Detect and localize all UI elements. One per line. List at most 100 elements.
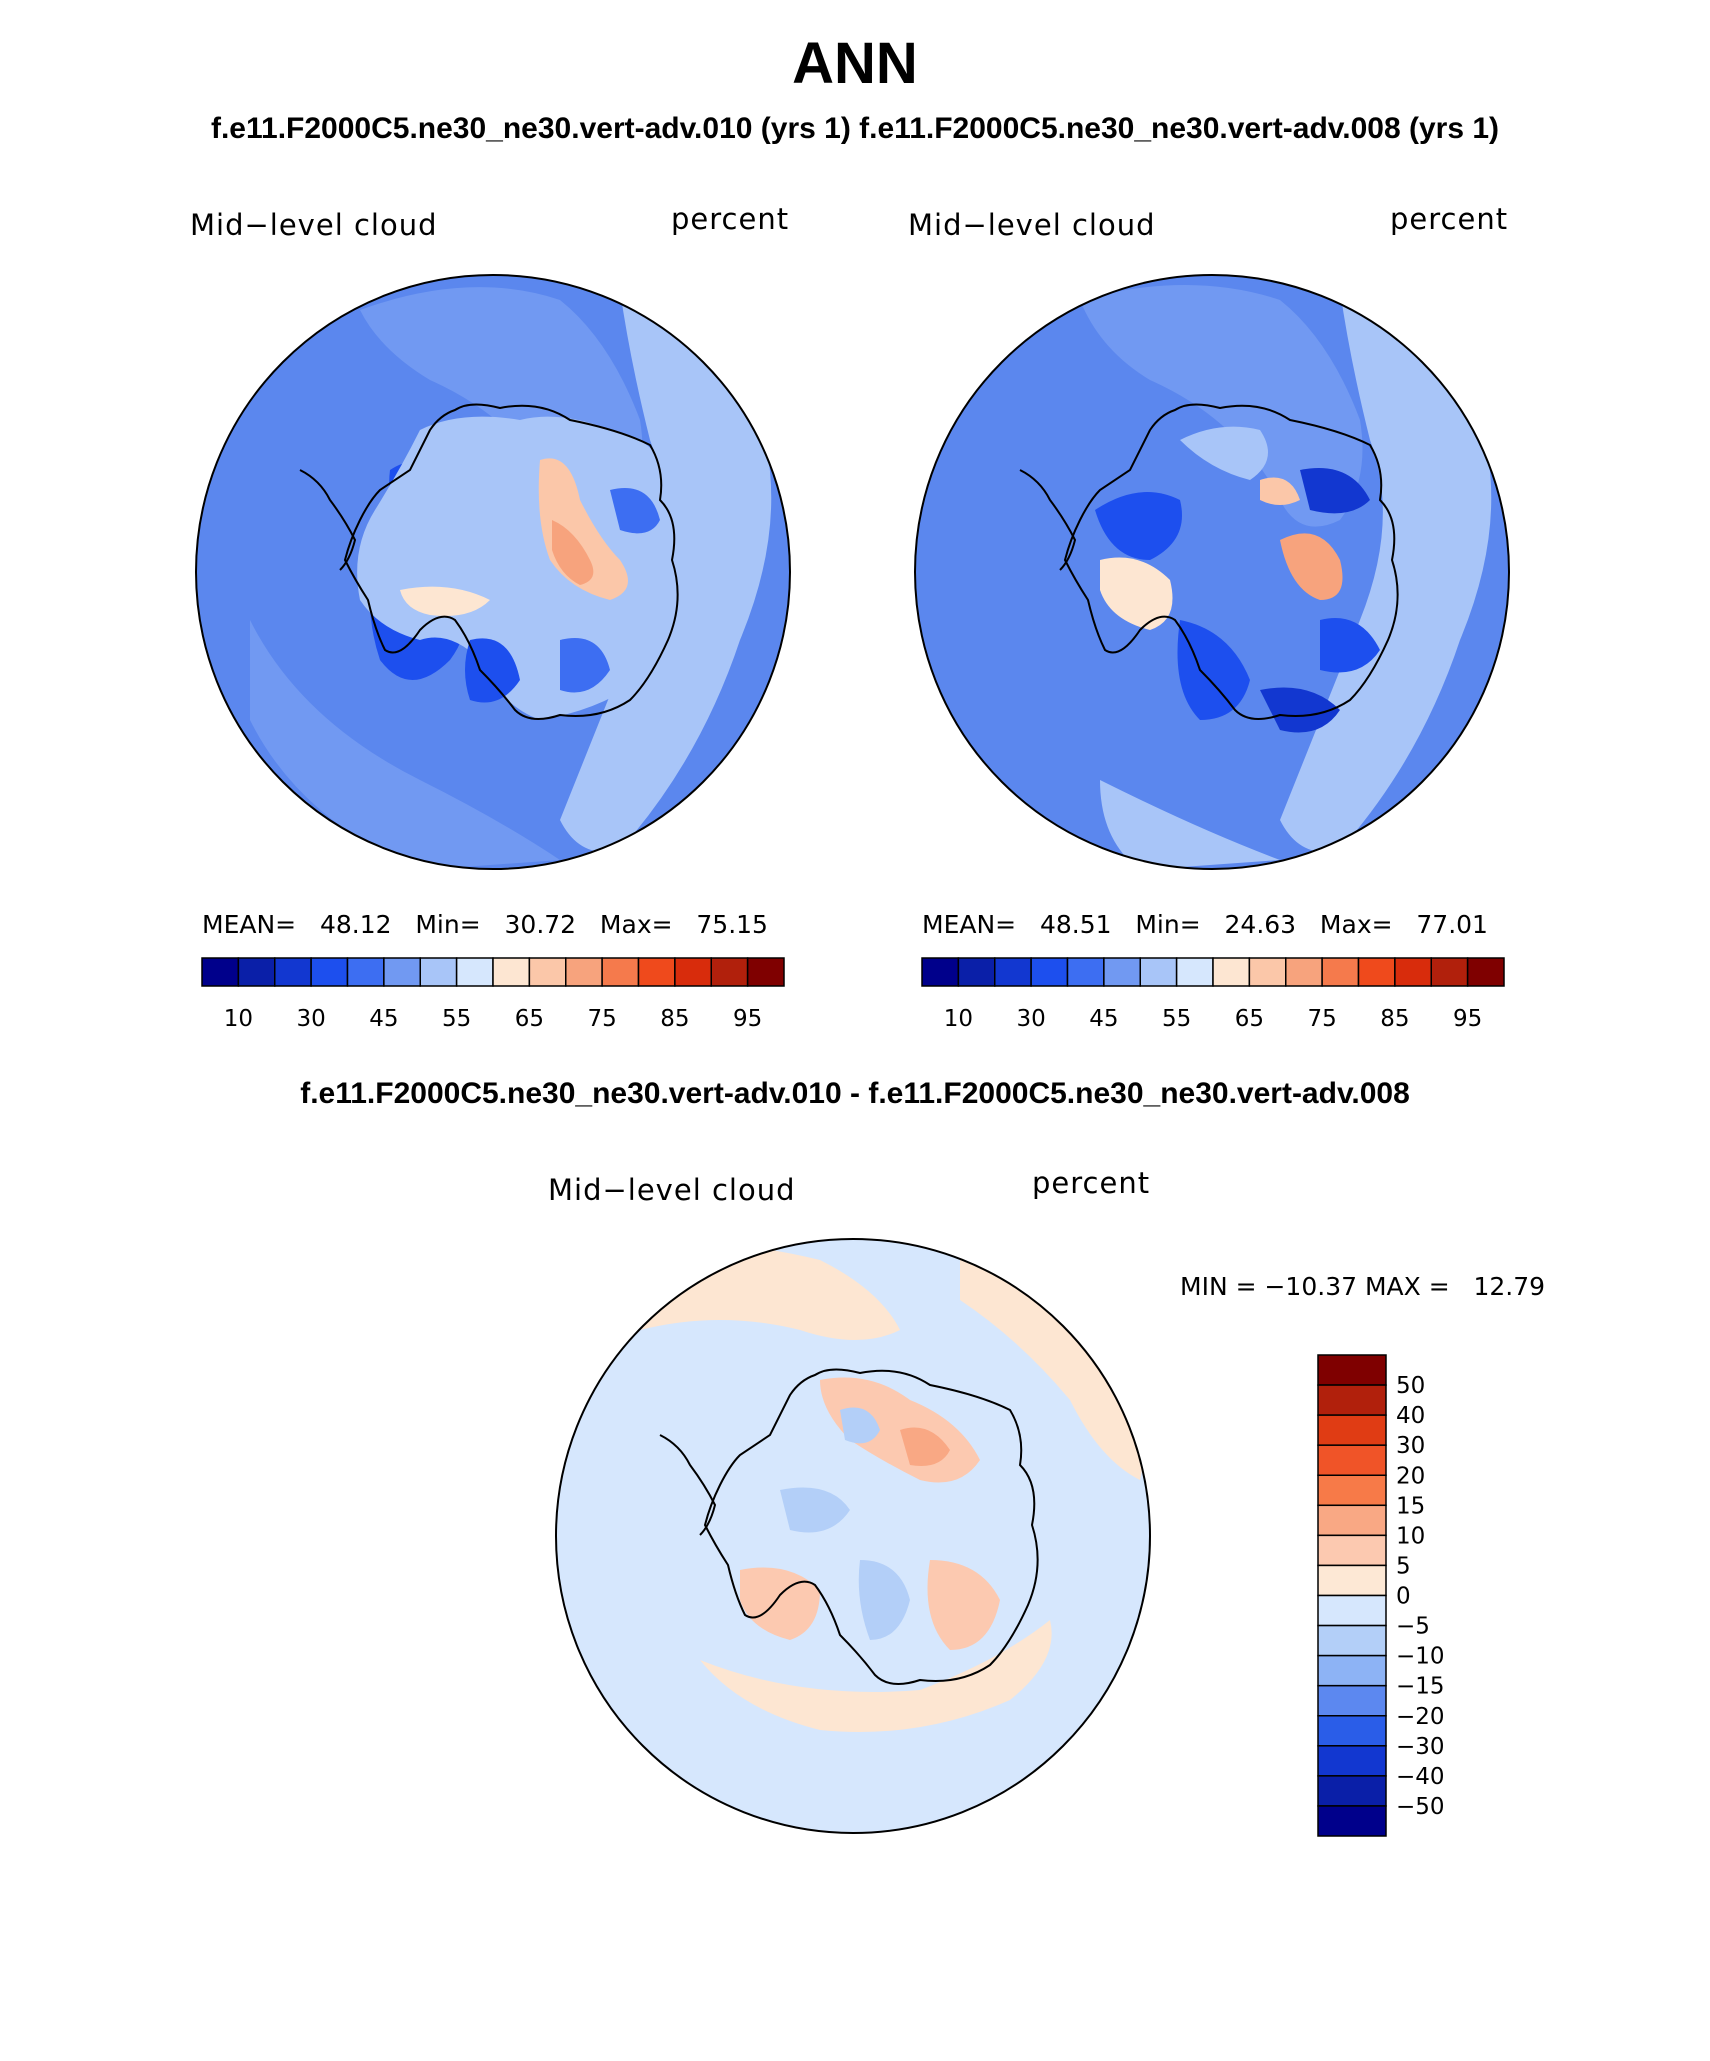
panel3-colorbar-tick-label: 50	[1396, 1373, 1425, 1399]
panel3-variable-label: Mid−level cloud	[548, 1173, 796, 1207]
subtitle: f.e11.F2000C5.ne30_ne30.vert-adv.010 (yr…	[210, 112, 1500, 145]
panel3-colorbar-swatch	[1317, 1414, 1387, 1446]
panel1-colorbar: 10 30 45 55 65 75 85 95	[201, 957, 785, 1032]
panel2-stats: MEAN= 48.51 Min= 24.63 Max= 77.01	[922, 910, 1488, 939]
panel3-field-band	[700, 1620, 1052, 1732]
panel3-colorbar-swatch	[1317, 1684, 1387, 1717]
panel2-field-band	[1300, 468, 1370, 514]
panel2-colorbar-tick-label: 85	[1380, 1006, 1409, 1032]
panel3-colorbar-swatch	[1317, 1504, 1387, 1537]
panel1-colorbar-swatch	[201, 957, 240, 987]
panel3-antarctica-coastline	[703, 1368, 1039, 1685]
panel3-colorbar-swatch	[1317, 1775, 1387, 1807]
panel1-map-border	[195, 274, 791, 870]
panel3-stats: MIN = −10.37 MAX = 12.79	[1180, 1272, 1546, 1301]
panel2-colorbar-swatch	[1321, 957, 1360, 987]
panel2-field-band	[1100, 557, 1173, 630]
panel1-colorbar-swatch	[310, 957, 349, 987]
panel2-colorbar-swatch	[1394, 957, 1432, 987]
panel3-colorbar-tick-label: 15	[1396, 1493, 1425, 1519]
panel2-colorbar-swatch	[921, 957, 960, 987]
panel3-colorbar-tick-label: −15	[1396, 1674, 1445, 1700]
panel3-peninsula-coastline	[659, 1434, 717, 1536]
panel2-colorbar-swatch	[1175, 957, 1214, 987]
panel2-colorbar-swatch	[957, 957, 996, 987]
panel3-field-band	[780, 1487, 850, 1533]
panel1-antarctica-coastline	[343, 403, 679, 720]
panel3-colorbar-swatch	[1317, 1354, 1387, 1386]
panel2-map	[915, 275, 1509, 869]
panel3-colorbar-swatch	[1317, 1745, 1387, 1777]
panel2-field-band	[1177, 620, 1250, 720]
panel2-field-band	[1180, 426, 1268, 480]
panel3-colorbar-tick-label: 40	[1396, 1403, 1425, 1429]
panel1-colorbar-swatch	[346, 957, 385, 987]
panel1-colorbar-tick-label: 45	[369, 1006, 398, 1032]
panel1-colorbar-swatch	[565, 957, 603, 987]
panel3-colorbar-swatch	[1317, 1594, 1387, 1627]
panel3-field-band	[960, 1250, 1144, 1480]
panel1-map	[196, 275, 790, 869]
panel2-colorbar-swatch	[1103, 957, 1141, 987]
panel3-field-band	[900, 1427, 950, 1466]
panel2-colorbar-swatch	[1466, 957, 1505, 987]
difference-title: f.e11.F2000C5.ne30_ne30.vert-adv.010 - f…	[300, 1077, 1410, 1110]
panel3-field-band	[927, 1560, 1000, 1650]
panel2-field-band	[1280, 533, 1343, 600]
panel3-colorbar-tick-label: 10	[1396, 1523, 1425, 1549]
panel2-colorbar-tick-label: 30	[1016, 1006, 1045, 1032]
panel3-colorbar-swatch	[1317, 1444, 1387, 1476]
panel3-field-band	[840, 1407, 880, 1444]
panel3-colorbar-swatch	[1317, 1624, 1387, 1657]
panel1-field-band	[552, 520, 594, 585]
panel1-colorbar-tick-label: 75	[587, 1006, 616, 1032]
panel1-colorbar-swatch	[383, 957, 421, 987]
panel1-field-band	[357, 416, 675, 720]
panel2-antarctica-coastline	[1063, 403, 1399, 720]
panel2-colorbar-swatch	[1066, 957, 1105, 987]
panel1-colorbar-swatch	[419, 957, 458, 987]
panel1-field-band	[400, 586, 490, 616]
panel1-colorbar-swatch	[528, 957, 567, 987]
panel1-colorbar-tick-label: 55	[442, 1006, 471, 1032]
main-title: ANN	[792, 31, 918, 96]
panel2-colorbar-tick-label: 10	[944, 1006, 973, 1032]
panel3-colorbar-tick-label: −50	[1396, 1794, 1445, 1820]
panel2-field-band	[1260, 477, 1300, 505]
panel3-map	[556, 1239, 1150, 1833]
panel1-field-band	[465, 638, 520, 703]
panel1-units-label: percent	[671, 202, 790, 236]
panel2-colorbar-tick-label: 55	[1162, 1006, 1191, 1032]
panel2-colorbar-swatch	[1430, 957, 1469, 987]
panel1-colorbar-swatch	[601, 957, 640, 987]
panel1-colorbar-tick-label: 65	[515, 1006, 544, 1032]
panel1-variable-label: Mid−level cloud	[190, 208, 438, 242]
panel3-colorbar-tick-label: 5	[1396, 1553, 1411, 1579]
panel3-field-band	[740, 1567, 820, 1640]
panel1-colorbar-tick-label: 10	[224, 1006, 253, 1032]
panel2-peninsula-coastline	[1019, 469, 1077, 571]
panel3-colorbar-swatch	[1317, 1384, 1387, 1416]
panel2-field-band	[1320, 618, 1380, 673]
panel2-colorbar-swatch	[1030, 957, 1069, 987]
panel2-colorbar-swatch	[1212, 957, 1251, 987]
panel1-stats: MEAN= 48.12 Min= 30.72 Max= 75.15	[202, 910, 768, 939]
panel3-colorbar-tick-label: −30	[1396, 1734, 1445, 1760]
panel3-colorbar-tick-label: −20	[1396, 1704, 1445, 1730]
panel1-colorbar-swatch	[492, 957, 531, 987]
panel3-colorbar-tick-label: −40	[1396, 1764, 1445, 1790]
panel2-field-band	[1100, 780, 1280, 869]
panel1-colorbar-swatch	[274, 957, 312, 987]
panel2-field-band	[1260, 687, 1340, 733]
panel2-variable-label: Mid−level cloud	[908, 208, 1156, 242]
panel1-field-band	[610, 488, 660, 534]
panel1-colorbar-tick-label: 85	[660, 1006, 689, 1032]
panel2-colorbar-tick-label: 75	[1307, 1006, 1336, 1032]
panel2-colorbar-swatch	[1139, 957, 1178, 987]
panel2-field-band	[1095, 492, 1182, 560]
panel1-colorbar-swatch	[237, 957, 276, 987]
panel1-field-band	[560, 638, 610, 693]
panel3-colorbar-swatch	[1317, 1534, 1387, 1567]
